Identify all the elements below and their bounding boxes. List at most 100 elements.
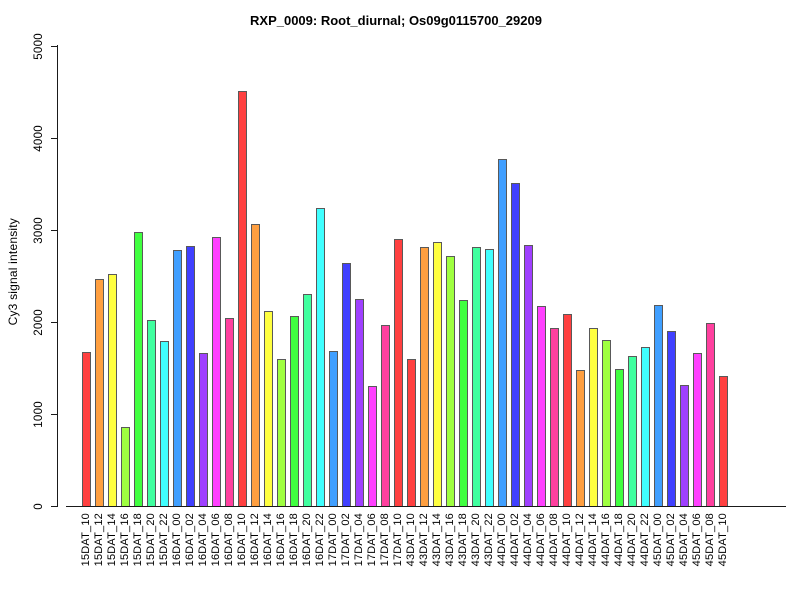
bar (537, 306, 546, 506)
x-tick-label: 16DAT_16 (275, 513, 288, 567)
x-tick-label-text: 16DAT_10 (236, 513, 249, 567)
x-tick-label-text: 44DAT_00 (496, 513, 509, 567)
x-tick-label: 16DAT_12 (249, 513, 262, 567)
x-tick-label-text: 44DAT_04 (522, 513, 535, 567)
y-tick-label-text: 0 (33, 502, 46, 510)
bar (368, 386, 377, 506)
x-tick-label-text: 44DAT_22 (639, 513, 652, 567)
x-tick-label: 16DAT_14 (262, 513, 275, 567)
bar (186, 245, 195, 506)
y-tick-label-text: 2000 (33, 308, 46, 336)
x-tick-label-text: 17DAT_00 (327, 513, 340, 567)
x-tick-label-text: 44DAT_16 (600, 513, 613, 567)
bar (394, 239, 403, 506)
bar (329, 351, 338, 506)
y-tick-mark (51, 138, 57, 139)
bar (160, 341, 169, 506)
bar (576, 369, 585, 506)
x-tick-label-text: 15DAT_22 (158, 513, 171, 567)
x-tick-label-text: 43DAT_20 (470, 513, 483, 567)
x-tick-label: 43DAT_22 (483, 513, 496, 567)
bar (524, 244, 533, 506)
x-tick-label: 16DAT_08 (223, 513, 235, 566)
x-tick-label-text: 17DAT_02 (340, 513, 353, 567)
x-tick-label: 16DAT_18 (288, 513, 300, 566)
bar (134, 231, 143, 506)
bar (199, 353, 208, 506)
x-tick-label: 44DAT_08 (548, 513, 560, 566)
x-tick-label: 44DAT_02 (509, 513, 521, 566)
x-tick-label-text: 16DAT_16 (275, 513, 288, 567)
bar (641, 346, 650, 506)
x-tick-label: 16DAT_00 (171, 513, 183, 566)
bar (212, 237, 221, 506)
x-tick-label: 43DAT_20 (470, 513, 483, 567)
bar (225, 318, 234, 506)
x-tick-label: 17DAT_02 (340, 513, 353, 567)
bar-series (82, 46, 742, 506)
y-tick-label-text: 5000 (33, 32, 46, 60)
bar (173, 250, 182, 506)
y-axis-line (57, 45, 58, 507)
bar (459, 299, 468, 506)
x-tick-label-text: 43DAT_22 (483, 513, 496, 567)
x-tick-label-text: 15DAT_20 (145, 513, 158, 567)
bar (342, 263, 351, 506)
x-tick-label: 17DAT_06 (366, 513, 378, 566)
y-tick-mark (51, 230, 57, 231)
bar (147, 320, 156, 506)
x-tick-label-text: 17DAT_04 (353, 513, 366, 567)
x-tick-label-text: 15DAT_14 (106, 513, 119, 567)
x-tick-label: 15DAT_18 (132, 513, 145, 567)
x-tick-label-text: 16DAT_12 (249, 513, 262, 567)
x-tick-label-text: 44DAT_06 (535, 513, 548, 567)
x-tick-label-text: 45DAT_08 (704, 513, 717, 567)
x-tick-label: 43DAT_12 (418, 513, 430, 566)
y-tick-mark (51, 506, 57, 507)
x-tick-label: 15DAT_12 (93, 513, 105, 566)
bar (251, 223, 260, 506)
x-tick-label: 43DAT_16 (444, 513, 457, 567)
x-tick-label: 44DAT_12 (574, 513, 587, 567)
x-tick-label-text: 43DAT_16 (444, 513, 457, 567)
x-tick-label-text: 43DAT_18 (457, 513, 470, 567)
bar (277, 358, 286, 506)
x-tick-label-text: 44DAT_14 (587, 513, 600, 567)
x-tick-label: 17DAT_08 (379, 513, 392, 567)
y-tick-mark (51, 46, 57, 47)
x-tick-label-text: 16DAT_06 (210, 513, 223, 567)
x-tick-label-text: 44DAT_10 (561, 513, 574, 567)
x-tick-label-text: 44DAT_12 (574, 513, 587, 567)
x-tick-label-text: 43DAT_10 (405, 513, 418, 567)
y-tick-mark (51, 322, 57, 323)
x-tick-label: 44DAT_20 (626, 513, 638, 566)
x-tick-label-text: 45DAT_04 (678, 513, 691, 567)
y-tick-label-text: 1000 (33, 400, 46, 428)
x-tick-label: 44DAT_10 (561, 513, 574, 567)
x-tick-label: 15DAT_10 (80, 513, 92, 566)
y-tick-label-text: 4000 (33, 124, 46, 152)
x-tick-label: 17DAT_10 (392, 513, 404, 566)
bar (602, 340, 611, 506)
x-tick-label-text: 45DAT_02 (665, 513, 678, 567)
x-tick-label-text: 16DAT_14 (262, 513, 275, 567)
x-tick-label: 16DAT_20 (301, 513, 313, 566)
x-tick-label: 17DAT_00 (327, 513, 340, 567)
x-tick-label-text: 17DAT_08 (379, 513, 392, 567)
x-tick-label: 43DAT_14 (431, 513, 443, 566)
x-tick-label-text: 15DAT_18 (132, 513, 145, 567)
bar (654, 304, 663, 506)
bar (719, 376, 728, 506)
x-tick-label: 45DAT_06 (691, 513, 703, 566)
x-tick-label: 44DAT_04 (522, 513, 535, 567)
bar (706, 322, 715, 506)
y-tick-mark (51, 414, 57, 415)
x-tick-label: 16DAT_10 (236, 513, 249, 567)
bar (680, 385, 689, 506)
y-tick-label-text: 3000 (33, 216, 46, 244)
x-tick-label-text: 16DAT_02 (184, 513, 197, 567)
bar (446, 255, 455, 506)
x-tick-label: 15DAT_16 (119, 513, 131, 566)
bar (381, 324, 390, 506)
bar (628, 356, 637, 506)
